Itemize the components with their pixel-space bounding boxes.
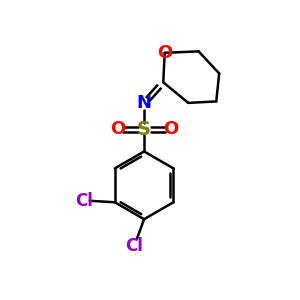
Text: O: O: [110, 120, 125, 138]
Text: N: N: [136, 94, 152, 112]
Text: S: S: [137, 120, 151, 139]
Text: O: O: [163, 120, 178, 138]
Text: O: O: [157, 44, 172, 62]
Text: Cl: Cl: [125, 237, 143, 255]
Text: Cl: Cl: [75, 192, 93, 210]
